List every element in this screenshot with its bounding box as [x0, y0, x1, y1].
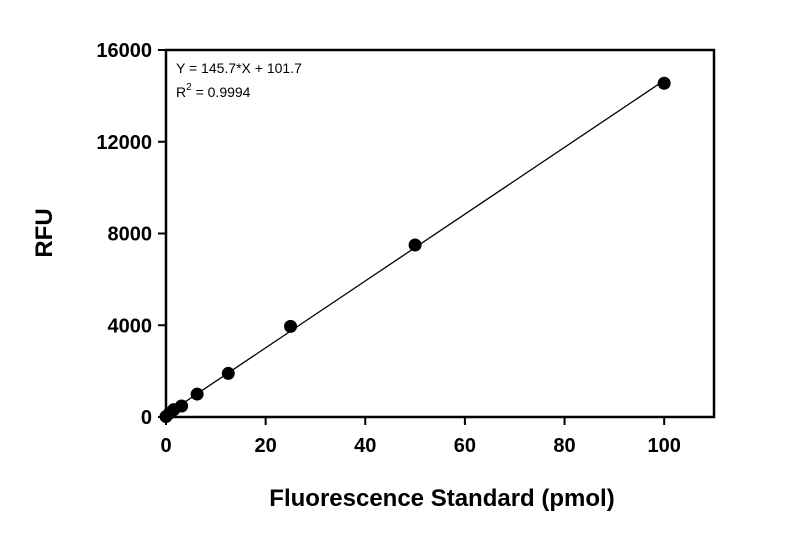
fit-equation: Y = 145.7*X + 101.7: [176, 60, 302, 76]
y-tick-label: 8000: [108, 224, 153, 246]
data-point: [190, 387, 204, 401]
r-squared-label: R2 = 0.9994: [176, 82, 251, 100]
data-point: [408, 238, 422, 252]
x-tick-label: 0: [160, 435, 171, 457]
x-axis-title: Fluorescence Standard (pmol): [269, 485, 614, 512]
data-point: [657, 76, 671, 90]
data-point: [175, 399, 189, 413]
y-tick-label: 0: [141, 407, 152, 429]
x-tick-label: 100: [647, 435, 680, 457]
plot-frame: [164, 48, 716, 419]
x-tick-label: 60: [454, 435, 476, 457]
y-axis-title: RFU: [31, 208, 58, 257]
data-point: [221, 366, 235, 380]
x-tick-label: 80: [553, 435, 575, 457]
y-tick-label: 12000: [96, 132, 152, 154]
x-tick-label: 40: [354, 435, 376, 457]
y-tick-label: 4000: [108, 315, 153, 337]
y-tick-label: 16000: [96, 40, 152, 62]
data-point: [284, 319, 298, 333]
x-tick-label: 20: [255, 435, 277, 457]
